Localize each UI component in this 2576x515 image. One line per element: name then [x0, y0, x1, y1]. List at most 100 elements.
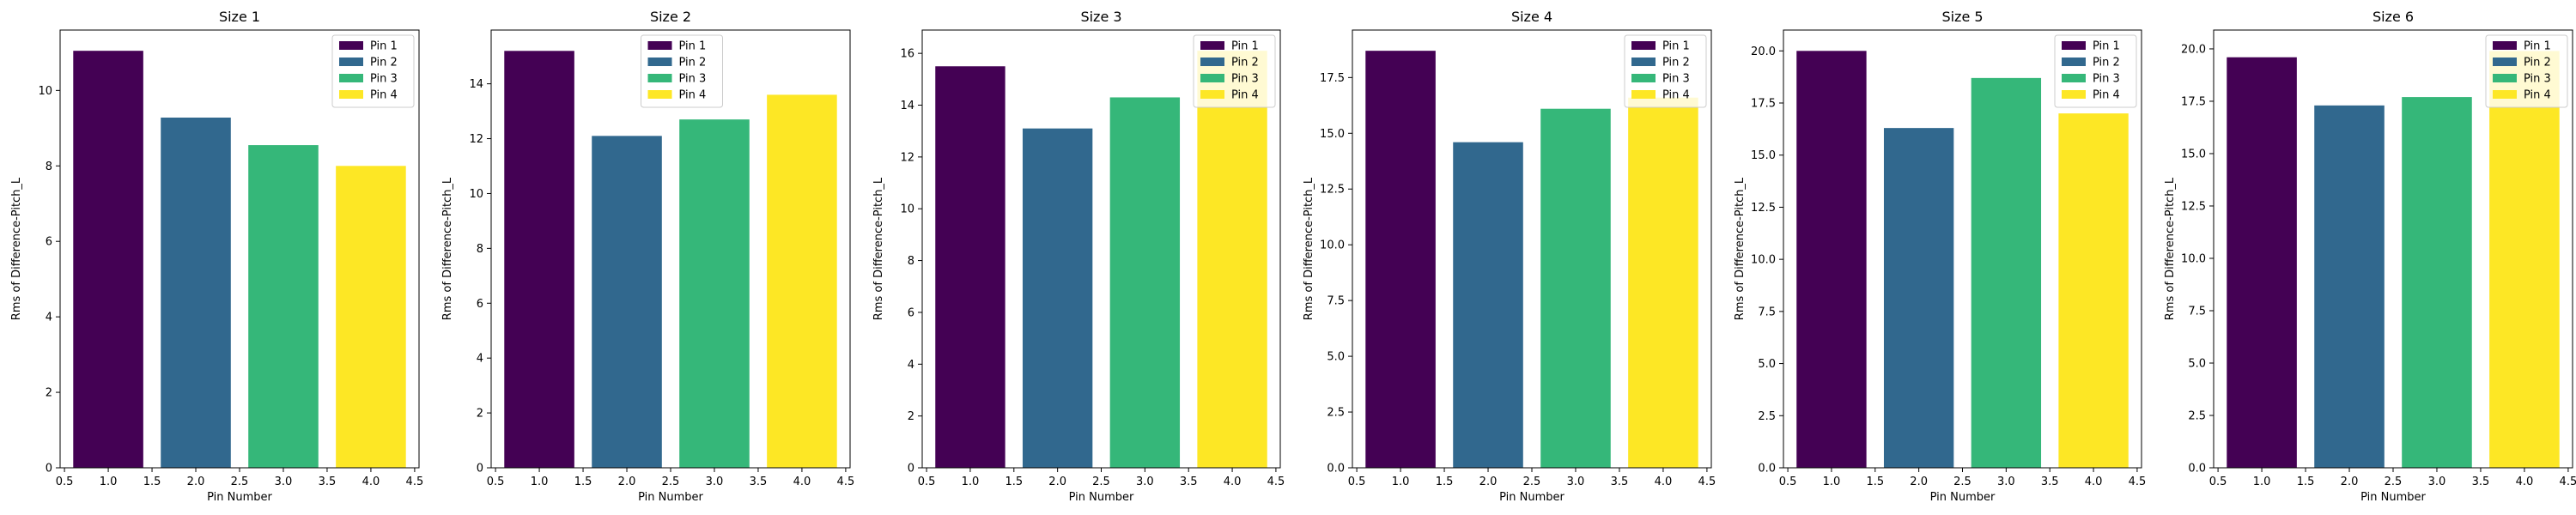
y-tick-label: 12.5: [1320, 184, 1345, 197]
bar: [2314, 105, 2385, 468]
x-tick-label: 3.5: [2472, 476, 2490, 488]
x-tick-label: 1.5: [574, 476, 592, 488]
x-tick-label: 4.0: [793, 476, 811, 488]
legend-swatch: [1631, 41, 1656, 50]
x-tick-label: 4.0: [362, 476, 380, 488]
x-tick-label: 4.5: [406, 476, 424, 488]
legend-label: Pin 1: [1662, 40, 1690, 53]
x-tick-label: 4.5: [1698, 476, 1716, 488]
bar: [2402, 97, 2472, 468]
x-tick-label: 0.5: [487, 476, 505, 488]
x-tick-label: 2.0: [1479, 476, 1498, 488]
legend-swatch: [2493, 90, 2517, 99]
x-tick-label: 2.5: [662, 476, 680, 488]
bar: [1883, 128, 1954, 468]
x-tick-label: 2.5: [1523, 476, 1541, 488]
x-tick-label: 1.5: [1436, 476, 1454, 488]
x-tick-label: 3.5: [1611, 476, 1629, 488]
y-tick-label: 7.5: [1758, 306, 1776, 318]
y-tick-label: 6: [46, 236, 52, 249]
y-tick-label: 12: [469, 133, 483, 146]
y-tick-label: 10.0: [1751, 254, 1776, 267]
bar: [592, 136, 662, 468]
x-tick-label: 3.5: [2041, 476, 2059, 488]
x-tick-label: 4.0: [1655, 476, 1673, 488]
y-axis-label: Rms of Difference-Pitch_L: [10, 177, 23, 320]
bar: [1022, 128, 1093, 469]
legend-swatch: [647, 90, 672, 99]
legend-label: Pin 1: [679, 40, 707, 53]
legend-label: Pin 3: [679, 73, 707, 86]
x-tick-label: 1.0: [100, 476, 118, 488]
x-tick-label: 3.0: [2428, 476, 2446, 488]
y-tick-label: 5.0: [1758, 358, 1776, 371]
bar: [161, 118, 231, 468]
y-tick-label: 2: [477, 408, 483, 421]
y-tick-label: 4: [477, 353, 483, 366]
legend-box: [331, 34, 415, 108]
x-tick-label: 3.0: [1136, 476, 1154, 488]
x-tick-label: 3.5: [1180, 476, 1198, 488]
x-tick-label: 3.0: [706, 476, 724, 488]
x-tick-label: 4.5: [1267, 476, 1285, 488]
legend-swatch: [339, 58, 363, 66]
y-tick-label: 14: [900, 100, 914, 112]
legend-swatch: [647, 41, 672, 50]
x-tick-label: 3.5: [319, 476, 337, 488]
x-tick-label: 2.5: [1092, 476, 1110, 488]
y-tick-label: 7.5: [1327, 295, 1345, 308]
x-axis-label: Pin Number: [1930, 491, 1996, 504]
y-tick-label: 2: [908, 410, 914, 423]
y-tick-label: 10: [469, 188, 483, 201]
y-tick-label: 2.5: [2188, 409, 2206, 422]
x-tick-label: 0.5: [918, 476, 936, 488]
legend-swatch: [339, 41, 363, 50]
bar: [1540, 108, 1611, 469]
y-tick-label: 0.0: [2188, 463, 2206, 476]
y-tick-label: 10.0: [2181, 252, 2206, 265]
bar: [1365, 51, 1436, 468]
y-tick-label: 14: [469, 78, 483, 91]
y-tick-label: 6: [908, 306, 914, 319]
x-tick-label: 4.5: [837, 476, 855, 488]
legend-swatch: [339, 74, 363, 82]
x-tick-label: 4.5: [2560, 476, 2576, 488]
y-tick-label: 10: [900, 203, 914, 216]
y-tick-label: 15.0: [2181, 148, 2206, 161]
x-tick-label: 1.5: [2297, 476, 2315, 488]
y-tick-label: 8: [477, 243, 483, 256]
y-axis-label: Rms of Difference-Pitch_L: [2164, 177, 2177, 320]
chart-title: Size 3: [1080, 9, 1121, 25]
x-tick-label: 2.5: [1953, 476, 1971, 488]
bar: [935, 66, 1005, 468]
x-tick-label: 2.0: [618, 476, 636, 488]
legend-label: Pin 2: [1662, 57, 1690, 70]
x-tick-label: 1.5: [1866, 476, 1884, 488]
x-tick-label: 3.0: [1997, 476, 2015, 488]
chart-title: Size 1: [219, 9, 260, 25]
legend-label: Pin 3: [2093, 73, 2120, 86]
bar: [1197, 51, 1267, 468]
bar: [2227, 57, 2297, 468]
x-tick-label: 0.5: [56, 476, 74, 488]
chart-panel-4: 0.5 1.0 1.5 2.0 2.5 3.0 3.5 4.0 4.5 0.0 2.5 5.0 7.5 1…: [1303, 9, 1716, 504]
legend-box: [2485, 34, 2568, 108]
chart-title: Size 5: [1941, 9, 1983, 25]
y-tick-label: 12: [900, 151, 914, 164]
x-tick-label: 0.5: [2209, 476, 2227, 488]
legend-swatch: [2062, 58, 2086, 66]
legend-label: Pin 2: [2524, 57, 2551, 70]
legend-label: Pin 1: [370, 40, 398, 53]
legend-label: Pin 3: [1231, 73, 1259, 86]
y-tick-label: 4: [908, 359, 914, 372]
legend-label: Pin 1: [2093, 40, 2120, 53]
y-tick-label: 8: [908, 255, 914, 268]
legend-label: Pin 4: [1231, 89, 1259, 102]
chart-panel-1: 0.5 1.0 1.5 2.0 2.5 3.0 3.5 4.0 4.5 0 2 4 6 8 10 Size 1…: [10, 9, 423, 504]
legend-swatch: [2062, 90, 2086, 99]
bar: [336, 166, 406, 468]
legend-label: Pin 2: [370, 57, 398, 70]
y-axis-label: Rms of Difference-Pitch_L: [872, 177, 885, 320]
y-tick-label: 17.5: [1751, 98, 1776, 111]
